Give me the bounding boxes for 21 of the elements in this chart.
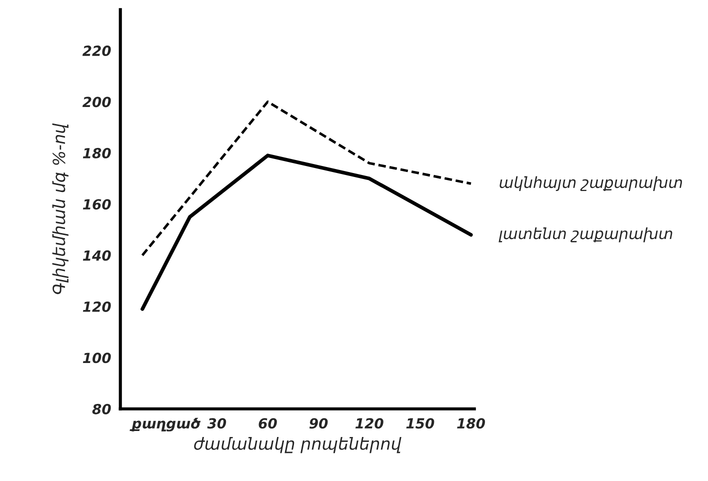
y-tick-label: 200 — [82, 96, 111, 108]
y-tick-label: 180 — [82, 148, 111, 158]
x-tick-label: 30 — [207, 418, 226, 429]
y-tick-label: 140 — [82, 250, 111, 261]
series-label: ակնհայտ շաքարախտ — [500, 176, 682, 192]
y-tick-label: 160 — [82, 199, 111, 210]
y-tick-label: 80 — [92, 404, 111, 414]
y-tick-label: 120 — [82, 301, 111, 312]
line-series — [141, 100, 472, 257]
y-tick-label: 220 — [82, 46, 111, 56]
x-tick-label: 120 — [355, 418, 384, 429]
x-tick-label: 90 — [309, 418, 328, 429]
series-label: լատենտ շաքարախտ — [498, 227, 672, 242]
y-axis-title: Գլիկեմիան մգ %-ով — [52, 123, 68, 294]
x-tick-label: 150 — [406, 418, 434, 429]
line-series — [140, 154, 473, 311]
x-tick-label: 180 — [457, 418, 485, 429]
x-tick-label: քաղցած — [130, 418, 201, 432]
x-axis-title: ժամանակը րոպեներով — [194, 436, 402, 454]
y-tick-label: 100 — [82, 352, 111, 364]
x-tick-label: 60 — [258, 418, 277, 429]
